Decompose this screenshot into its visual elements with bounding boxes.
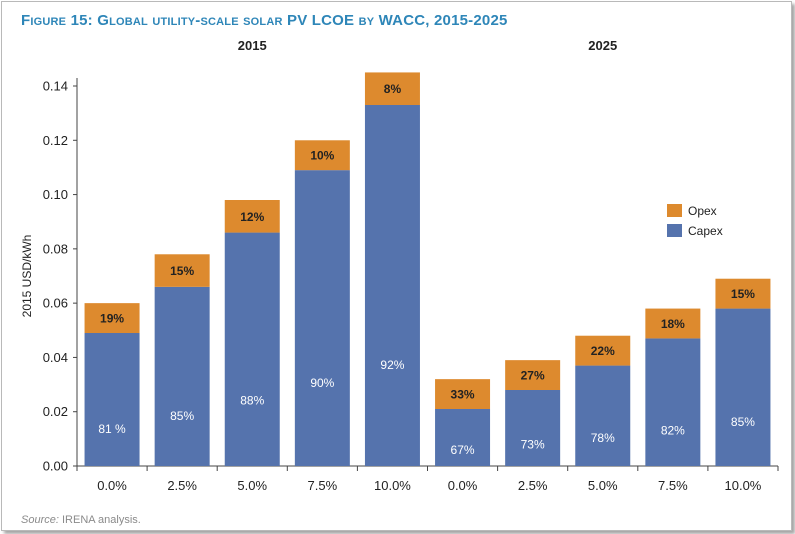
capex-data-label: 90% xyxy=(310,376,334,390)
y-tick-label: 0.10 xyxy=(43,187,68,202)
bar-capex xyxy=(224,232,280,466)
capex-data-label: 78% xyxy=(591,431,615,445)
y-tick-label: 0.08 xyxy=(43,241,68,256)
x-tick-label: 0.0% xyxy=(97,478,127,493)
x-tick-label: 7.5% xyxy=(308,478,338,493)
capex-data-label: 88% xyxy=(240,394,264,408)
x-tick-label: 10.0% xyxy=(374,478,411,493)
x-tick-label: 0.0% xyxy=(448,478,478,493)
bar-opex xyxy=(224,200,280,233)
capex-data-label: 82% xyxy=(661,423,685,437)
opex-data-label: 18% xyxy=(661,317,685,331)
capex-data-label: 85% xyxy=(731,415,755,429)
source-label: Source: xyxy=(21,514,59,526)
bar-capex xyxy=(294,170,350,466)
capex-data-label: 85% xyxy=(170,409,194,423)
y-tick-label: 0.14 xyxy=(43,79,68,94)
legend-label-capex: Capex xyxy=(688,224,723,238)
source-note: Source: IRENA analysis. xyxy=(21,514,141,526)
opex-data-label: 8% xyxy=(384,82,402,96)
capex-data-label: 92% xyxy=(380,358,404,372)
bar-opex xyxy=(575,335,631,366)
bar-capex xyxy=(364,105,420,466)
opex-data-label: 15% xyxy=(731,287,755,301)
x-tick-label: 7.5% xyxy=(658,478,688,493)
bar-opex xyxy=(715,278,771,309)
legend-label-opex: Opex xyxy=(688,204,717,218)
opex-data-label: 15% xyxy=(170,264,194,278)
bar-opex xyxy=(435,379,491,409)
source-text: IRENA analysis. xyxy=(61,514,141,526)
y-tick-label: 0.04 xyxy=(43,350,68,365)
x-tick-label: 10.0% xyxy=(725,478,762,493)
bar-capex xyxy=(154,286,210,466)
capex-data-label: 81 % xyxy=(98,422,126,436)
opex-data-label: 19% xyxy=(100,312,124,326)
legend-swatch-opex xyxy=(667,204,682,217)
x-tick-label: 5.0% xyxy=(588,478,618,493)
opex-data-label: 22% xyxy=(591,344,615,358)
bar-opex xyxy=(645,308,701,339)
y-axis-label: 2015 USD/kWh xyxy=(20,235,34,318)
opex-data-label: 27% xyxy=(521,369,545,383)
bar-capex xyxy=(715,308,771,466)
y-tick-label: 0.12 xyxy=(43,133,68,148)
x-tick-label: 2.5% xyxy=(167,478,197,493)
bar-capex xyxy=(575,365,631,466)
bar-opex xyxy=(294,140,350,171)
group-label-2015: 2015 xyxy=(238,38,267,53)
group-label-2025: 2025 xyxy=(588,38,617,53)
capex-data-label: 73% xyxy=(521,438,545,452)
legend-swatch-capex xyxy=(667,224,682,237)
bar-capex xyxy=(645,338,701,466)
opex-data-label: 12% xyxy=(240,210,264,224)
capex-data-label: 67% xyxy=(451,443,475,457)
opex-data-label: 10% xyxy=(310,149,334,163)
bar-capex xyxy=(84,333,140,466)
x-tick-label: 2.5% xyxy=(518,478,548,493)
y-tick-label: 0.02 xyxy=(43,404,68,419)
bar-capex xyxy=(435,409,491,466)
figure-title: Figure 15: Global utility-scale solar PV… xyxy=(21,12,508,29)
y-tick-label: 0.06 xyxy=(43,296,68,311)
bar-opex xyxy=(154,254,210,287)
bar-capex xyxy=(505,390,561,466)
bar-opex xyxy=(84,303,140,333)
y-tick-label: 0.00 xyxy=(43,459,68,474)
bar-opex xyxy=(364,72,420,105)
x-tick-label: 5.0% xyxy=(237,478,267,493)
bar-opex xyxy=(505,360,561,390)
opex-data-label: 33% xyxy=(451,388,475,402)
